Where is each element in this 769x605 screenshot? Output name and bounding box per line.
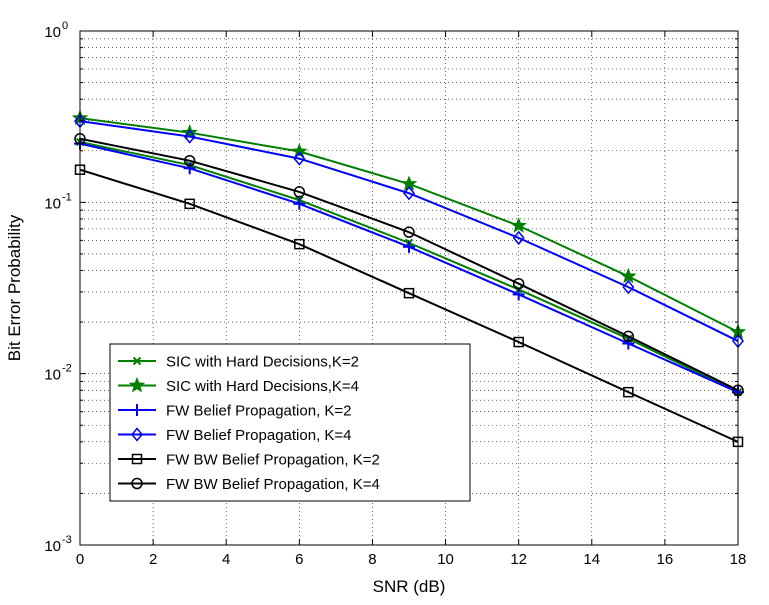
square-marker [623, 386, 634, 398]
square-marker [294, 238, 305, 250]
x-tick-label: 2 [149, 551, 157, 568]
circle-marker [622, 330, 635, 343]
legend-label: SIC with Hard Decisions,K=4 [166, 378, 359, 395]
square-marker [131, 453, 143, 465]
legend-box [109, 343, 471, 502]
circle-marker [131, 477, 143, 490]
series-5-line [79, 168, 739, 443]
x-tick-label: 4 [222, 551, 230, 568]
series-6-line [79, 137, 739, 392]
legend-label: SIC with Hard Decisions,K=2 [166, 354, 359, 371]
diamond-marker [293, 151, 306, 166]
circle-marker [403, 226, 415, 238]
diamond-marker [622, 279, 635, 295]
y-axis-label: Bit Error Probability [5, 214, 24, 361]
plus-marker [512, 288, 525, 301]
x-tick-label: 14 [583, 551, 600, 568]
y-tick-label: 10 [44, 195, 61, 212]
y-tick-exponent: -1 [62, 191, 72, 203]
plus-marker [293, 197, 306, 210]
legend-label: FW BW Belief Propagation, K=2 [166, 452, 380, 469]
plus-marker [622, 337, 635, 350]
x-tick-label: 18 [730, 551, 747, 568]
legend-label: FW BW Belief Propagation, K=4 [166, 476, 380, 493]
y-tick-exponent: 0 [62, 20, 68, 32]
plot-frame [79, 30, 739, 546]
diamond-marker [512, 230, 525, 246]
x-tick-label: 16 [657, 551, 674, 568]
series-4 [74, 113, 744, 349]
square-marker [513, 336, 524, 348]
x-tick-label: 10 [437, 551, 454, 568]
circle-marker [293, 186, 306, 198]
diamond-marker [131, 427, 143, 442]
x-axis-label: SNR (dB) [373, 577, 446, 596]
legend-entry: FW BW Belief Propagation, K=2 [118, 452, 380, 469]
plus-marker [131, 404, 143, 416]
square-marker [403, 287, 415, 299]
diamond-marker [403, 186, 415, 201]
x-tick-label: 0 [76, 551, 84, 568]
x-tick-label: 12 [510, 551, 527, 568]
y-tick-label: 10 [44, 367, 61, 384]
plus-marker [403, 240, 415, 253]
circle-marker [183, 154, 196, 167]
diamond-marker [183, 129, 196, 144]
legend-label: FW Belief Propagation, K=2 [166, 403, 352, 420]
star-marker [510, 217, 527, 233]
y-tick-label: 10 [44, 24, 61, 41]
y-tick-exponent: -3 [62, 534, 72, 546]
y-tick-label: 10 [44, 538, 61, 555]
star-marker [291, 142, 308, 159]
legend-entry: SIC with Hard Decisions,K=2 [118, 354, 359, 371]
star-marker [620, 267, 637, 284]
x-tick-label: 6 [295, 551, 303, 568]
plus-marker [183, 162, 196, 175]
series-4-line [79, 120, 739, 342]
circle-marker [512, 277, 525, 290]
legend-entry: FW BW Belief Propagation, K=4 [118, 476, 380, 493]
y-tick-exponent: -2 [62, 363, 72, 375]
x-marker [132, 356, 142, 366]
legend-entry: SIC with Hard Decisions,K=4 [118, 376, 359, 395]
star-marker [128, 376, 146, 393]
series-6 [74, 133, 744, 397]
x-tick-label: 8 [368, 551, 376, 568]
legend-label: FW Belief Propagation, K=4 [166, 427, 352, 444]
legend: SIC with Hard Decisions,K=2 SIC with Hard… [109, 343, 471, 502]
legend-entry: FW Belief Propagation, K=2 [118, 403, 352, 420]
square-marker [184, 198, 195, 210]
legend-entry: FW Belief Propagation, K=4 [118, 427, 352, 444]
